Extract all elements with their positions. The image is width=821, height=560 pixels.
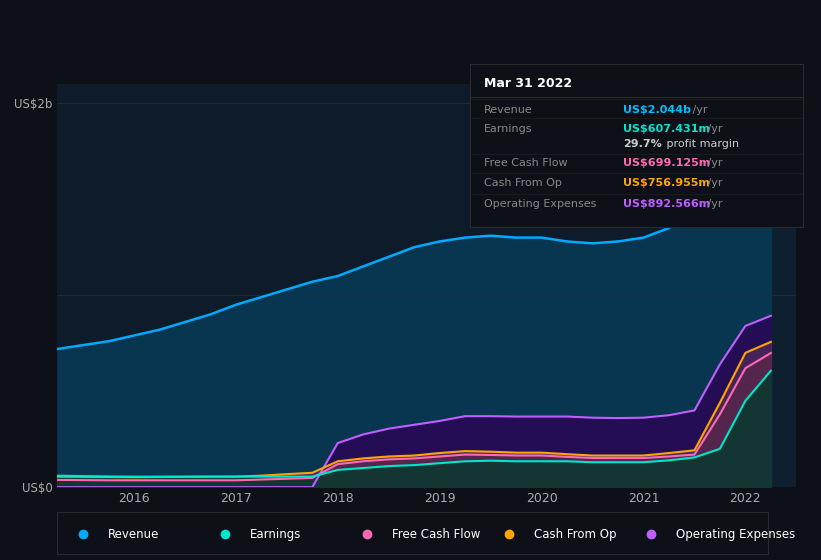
- Text: Free Cash Flow: Free Cash Flow: [392, 528, 480, 541]
- Text: /yr: /yr: [704, 124, 722, 134]
- Text: US$892.566m: US$892.566m: [623, 199, 711, 209]
- Text: profit margin: profit margin: [663, 139, 740, 149]
- Text: /yr: /yr: [704, 199, 722, 209]
- Text: /yr: /yr: [704, 178, 722, 188]
- Text: Operating Expenses: Operating Expenses: [676, 528, 796, 541]
- Text: US$2.044b: US$2.044b: [623, 105, 691, 115]
- Text: Mar 31 2022: Mar 31 2022: [484, 77, 572, 90]
- Text: /yr: /yr: [689, 105, 708, 115]
- Bar: [720, 84, 821, 487]
- Text: Cash From Op: Cash From Op: [534, 528, 617, 541]
- Text: US$607.431m: US$607.431m: [623, 124, 710, 134]
- Text: Cash From Op: Cash From Op: [484, 178, 562, 188]
- Text: Revenue: Revenue: [108, 528, 159, 541]
- Text: 29.7%: 29.7%: [623, 139, 662, 149]
- Text: Revenue: Revenue: [484, 105, 533, 115]
- Text: US$756.955m: US$756.955m: [623, 178, 710, 188]
- Text: Operating Expenses: Operating Expenses: [484, 199, 596, 209]
- Text: Free Cash Flow: Free Cash Flow: [484, 158, 567, 169]
- Text: Earnings: Earnings: [250, 528, 301, 541]
- Text: Earnings: Earnings: [484, 124, 532, 134]
- Text: /yr: /yr: [704, 158, 722, 169]
- Text: US$699.125m: US$699.125m: [623, 158, 711, 169]
